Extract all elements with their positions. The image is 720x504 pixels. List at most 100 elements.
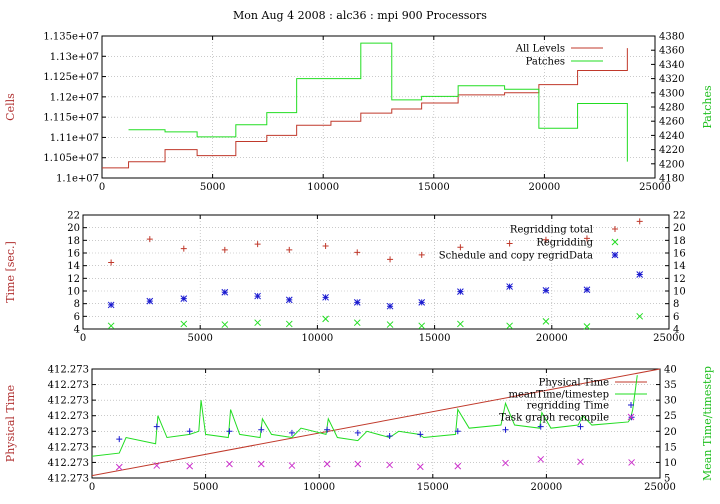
y2-tick-label: 35 <box>664 380 677 391</box>
data-point <box>418 251 425 258</box>
data-point <box>254 319 261 327</box>
y-tick-label: 8 <box>74 299 80 310</box>
y2-tick-label: 4340 <box>659 60 684 71</box>
series-1 <box>91 375 638 457</box>
data-point <box>583 235 590 242</box>
y-tick-label: 12 <box>67 274 80 285</box>
series-3 <box>115 455 635 471</box>
legend-swatch <box>628 402 634 408</box>
y-tick-label: 1.11e+07 <box>50 133 99 144</box>
y2-tick-label: 6 <box>673 312 679 323</box>
y2-tick-label: 4220 <box>659 145 684 156</box>
legend-swatch <box>612 226 618 232</box>
data-point <box>221 246 228 253</box>
data-point <box>153 423 160 430</box>
data-point <box>636 218 643 225</box>
chart-title: Mon Aug 4 2008 : alc36 : mpi 900 Process… <box>233 9 487 22</box>
legend-marker <box>611 238 619 246</box>
y2-tick-label: 18 <box>673 236 686 247</box>
data-point <box>115 463 123 471</box>
x-tick-label: 15000 <box>417 482 449 493</box>
data-point <box>417 431 424 438</box>
data-point <box>116 436 123 443</box>
x-tick-label: 25000 <box>644 482 676 493</box>
y2-tick-label: 4180 <box>659 174 684 185</box>
data-point <box>628 459 635 466</box>
legend-label: Schedule and copy regridData <box>439 251 593 262</box>
x-tick-label: 25000 <box>653 333 685 344</box>
data-point <box>324 426 331 433</box>
series-line <box>91 375 638 457</box>
data-point <box>636 271 644 278</box>
x-tick-label: 10000 <box>307 182 339 193</box>
legend-label: All Levels <box>515 44 565 55</box>
y2-tick-label: 25 <box>664 411 677 422</box>
y2-tick-label: 12 <box>673 274 686 285</box>
data-point <box>186 462 194 470</box>
data-point <box>180 295 188 302</box>
data-point <box>354 429 361 436</box>
data-point <box>257 460 265 468</box>
data-point <box>108 259 115 266</box>
data-point <box>457 288 464 295</box>
y2-tick-label: 4200 <box>659 159 684 170</box>
data-point <box>288 429 295 436</box>
x-tick-label: 15000 <box>418 182 450 193</box>
series-0 <box>108 218 643 266</box>
y2-tick-label: 30 <box>664 396 677 407</box>
data-point <box>322 293 329 301</box>
data-point <box>416 463 424 471</box>
data-point <box>502 426 509 433</box>
legend-label: regridding Time <box>527 401 609 412</box>
y2-tick-label: 14 <box>673 261 686 272</box>
data-point <box>386 302 394 310</box>
data-point <box>542 236 549 243</box>
data-point <box>537 455 545 463</box>
data-point <box>180 320 188 328</box>
series-line <box>91 368 661 477</box>
data-point <box>537 423 544 430</box>
y2-tick-label: 4300 <box>659 88 684 99</box>
y-tick-label: 6 <box>74 312 80 323</box>
y-tick-label: 412.273 <box>48 427 89 438</box>
y2-tick-label: 4320 <box>659 74 684 85</box>
legend-label: meanTime/timestep <box>508 390 609 401</box>
y2-tick-label: 8 <box>673 299 679 310</box>
legend-marker <box>611 251 619 259</box>
data-point <box>387 256 394 263</box>
y2-tick-label: 10 <box>673 287 686 298</box>
x-tick-label: 5000 <box>187 333 212 344</box>
y2-tick-label: 15 <box>664 442 677 453</box>
data-point <box>577 458 584 466</box>
y-tick-label: 412.273 <box>48 365 89 376</box>
series-2 <box>107 271 644 310</box>
data-point <box>454 428 461 435</box>
y-tick-label: 22 <box>67 211 80 222</box>
legend-marker <box>627 413 635 421</box>
y2-tick-label: 20 <box>664 427 677 438</box>
legend-swatch <box>611 251 619 259</box>
data-point <box>583 323 591 330</box>
y-tick-label: 1.12e+07 <box>50 92 99 103</box>
legend-label: Regridding <box>536 238 593 249</box>
data-point <box>506 283 513 290</box>
series-0 <box>91 368 661 477</box>
data-point <box>577 423 584 430</box>
plot-frame <box>91 368 661 479</box>
data-point <box>457 320 464 328</box>
data-point <box>186 428 193 435</box>
data-point <box>323 460 331 468</box>
y-tick-label: 4 <box>74 325 80 336</box>
x-tick-label: 15000 <box>419 333 451 344</box>
data-point <box>226 428 233 435</box>
y-tick-label: 1.13e+07 <box>50 52 99 63</box>
data-point <box>153 462 161 469</box>
series-1 <box>107 312 644 330</box>
y2-tick-label: 16 <box>673 249 686 260</box>
y-tick-label: 1.1e+07 <box>56 174 99 185</box>
data-point <box>107 301 115 309</box>
data-point <box>146 236 153 243</box>
legend-label: Physical Time <box>539 378 609 389</box>
legend-marker <box>628 402 634 408</box>
